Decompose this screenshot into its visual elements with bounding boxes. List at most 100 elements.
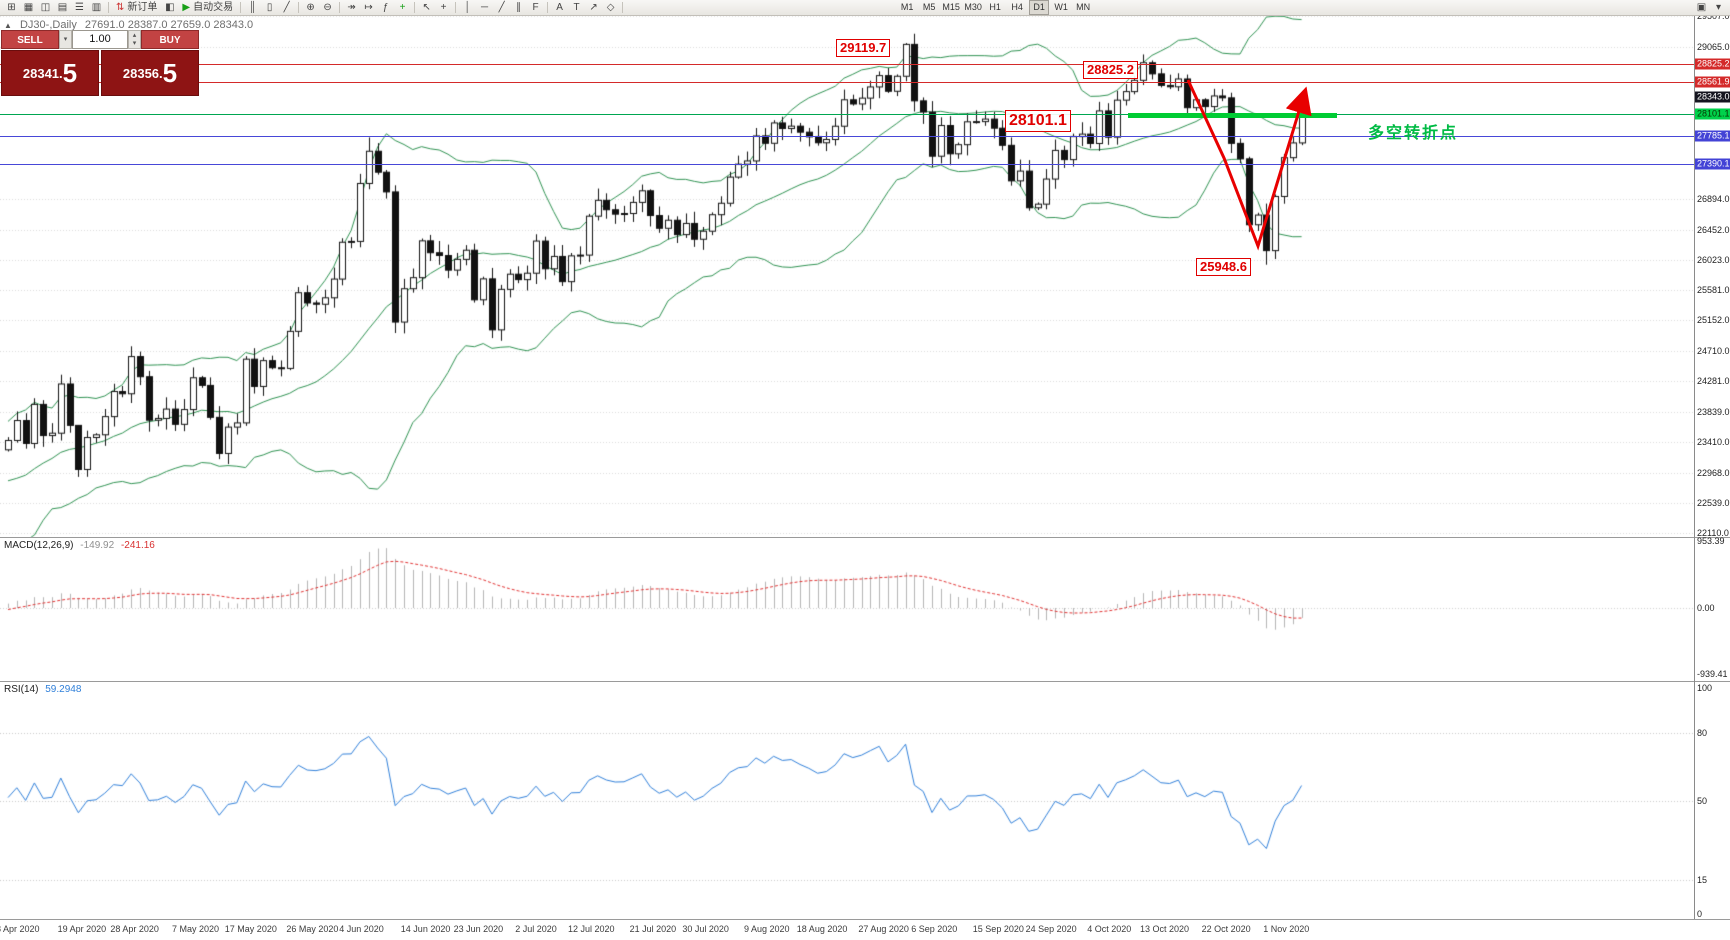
- spinner-up-icon[interactable]: ▴: [132, 31, 137, 39]
- profiles-icon[interactable]: ▦: [21, 1, 36, 15]
- terminal-icon[interactable]: ▥: [89, 1, 104, 15]
- new-chart-icon[interactable]: ⊞: [4, 1, 19, 15]
- timeframe-m5[interactable]: M5: [922, 2, 936, 12]
- price-callout[interactable]: 25948.6: [1196, 258, 1251, 277]
- timeframe-h4[interactable]: H4: [1011, 2, 1023, 12]
- rsi-axis-label: 100: [1697, 683, 1713, 693]
- price-callout[interactable]: 28825.2: [1083, 61, 1138, 80]
- arrows-icon[interactable]: ↗: [586, 1, 601, 15]
- trendline-icon: ╱: [498, 1, 505, 13]
- rsi-axis-label: 50: [1697, 796, 1708, 806]
- crosshair-icon[interactable]: +: [436, 1, 451, 15]
- shapes-icon[interactable]: ◇: [603, 1, 618, 15]
- arrows-icon: ↗: [589, 1, 598, 13]
- indicators-icon[interactable]: ƒ: [378, 1, 393, 15]
- toolbar-separator: [339, 2, 341, 13]
- time-axis-label: 30 Jul 2020: [682, 924, 729, 934]
- price-axis-badge: 28561.9: [1695, 76, 1730, 88]
- symbol-period-label: DJ30-,Daily: [19, 19, 77, 31]
- fibonacci-icon: F: [532, 1, 539, 13]
- fibonacci-icon[interactable]: F: [528, 1, 543, 15]
- price-axis-label: 25581.0: [1697, 285, 1730, 296]
- channel-icon[interactable]: ∥: [511, 1, 526, 15]
- text-icon: A: [556, 1, 563, 13]
- candlestick-icon[interactable]: ▯: [262, 1, 277, 15]
- toolbar-right-group: ▣ ▾: [1693, 1, 1727, 15]
- timeframe-m15[interactable]: M15: [942, 2, 960, 12]
- timeframe-mn[interactable]: MN: [1076, 2, 1091, 12]
- new-order-button[interactable]: ⇅ 新订单: [112, 1, 161, 15]
- vertical-line-icon[interactable]: │: [460, 1, 475, 15]
- trendline-icon[interactable]: ╱: [494, 1, 509, 15]
- price-axis-label: 26023.0: [1697, 254, 1730, 265]
- horizontal-line-27785.1[interactable]: [0, 136, 1694, 137]
- timeframe-m30[interactable]: M30: [964, 2, 982, 12]
- sell-price-button[interactable]: 28341. 5: [1, 50, 99, 96]
- text-icon[interactable]: A: [552, 1, 567, 15]
- horizontal-line-28825.2[interactable]: [0, 64, 1694, 65]
- price-axis-label: 29065.0: [1697, 41, 1730, 52]
- support-zone-line[interactable]: [1128, 113, 1337, 118]
- timeframe-m1[interactable]: M1: [900, 2, 914, 12]
- line-chart-icon[interactable]: ╱: [279, 1, 294, 15]
- sell-button[interactable]: SELL: [1, 30, 59, 49]
- volume-decrement-button[interactable]: ▾: [59, 30, 72, 49]
- label-icon: T: [573, 1, 580, 13]
- horizontal-line-28101.1[interactable]: [0, 114, 1694, 115]
- time-axis-label: 23 Jun 2020: [453, 924, 504, 934]
- market-watch-icon[interactable]: ◫: [38, 1, 53, 15]
- metaeditor-icon: ◧: [165, 1, 175, 13]
- navigator-icon[interactable]: ☰: [72, 1, 87, 15]
- horizontal-line-28561.9[interactable]: [0, 82, 1694, 83]
- autotrading-button[interactable]: ▶ 自动交易: [178, 1, 237, 15]
- zoom-out-icon[interactable]: ⊖: [320, 1, 335, 15]
- metaeditor-icon[interactable]: ◧: [162, 1, 177, 15]
- price-callout[interactable]: 29119.7: [836, 39, 891, 58]
- volume-input[interactable]: 1.00: [72, 30, 128, 49]
- fullscreen-icon[interactable]: ▣: [1696, 1, 1707, 13]
- rsi-name: RSI(14): [4, 684, 39, 695]
- horizontal-line-icon[interactable]: ─: [477, 1, 492, 15]
- trend-arrow-polyline[interactable]: [1186, 79, 1312, 251]
- one-click-toggle-icon[interactable]: ▲: [4, 21, 12, 30]
- price-axis-badge: 28825.2: [1695, 58, 1730, 70]
- timeframe-d1[interactable]: D1: [1029, 0, 1050, 15]
- pane-separator[interactable]: [0, 537, 1730, 538]
- data-window-icon[interactable]: ▤: [55, 1, 70, 15]
- candlestick-icon: ▯: [266, 1, 273, 13]
- turning-point-note[interactable]: 多空转折点: [1368, 125, 1459, 142]
- bar-chart-icon[interactable]: ║: [245, 1, 260, 15]
- volume-increment-button[interactable]: ▴ ▾: [128, 30, 141, 49]
- time-axis-label: 12 Jul 2020: [568, 924, 615, 934]
- pane-separator: [0, 919, 1730, 920]
- more-icon[interactable]: ▾: [1715, 1, 1722, 13]
- bar-chart-icon: ║: [249, 1, 257, 13]
- time-axis-label: 21 Jul 2020: [629, 924, 677, 934]
- buy-price-main: 28356.: [122, 65, 163, 81]
- sell-price-main: 28341.: [22, 65, 63, 81]
- label-icon[interactable]: T: [569, 1, 584, 15]
- timeframe-h1[interactable]: H1: [989, 2, 1001, 12]
- time-axis-label: 7 May 2020: [172, 924, 220, 934]
- chart-shift-icon[interactable]: ↦: [361, 1, 376, 15]
- price-callout[interactable]: 28101.1: [1005, 110, 1071, 132]
- profiles-icon: ▦: [23, 1, 34, 13]
- timeframe-w1[interactable]: W1: [1054, 2, 1068, 12]
- horizontal-line-27390.1[interactable]: [0, 164, 1694, 165]
- auto-scroll-icon[interactable]: ↠: [344, 1, 359, 15]
- buy-button[interactable]: BUY: [141, 30, 199, 49]
- zoom-in-icon[interactable]: ⊕: [303, 1, 318, 15]
- add-indicator-icon[interactable]: +: [395, 1, 410, 15]
- time-axis-label: 26 May 2020: [286, 924, 339, 934]
- time-axis-label: 4 Oct 2020: [1087, 924, 1132, 934]
- buy-price-button[interactable]: 28356. 5: [101, 50, 199, 96]
- pane-separator[interactable]: [0, 681, 1730, 682]
- spinner-down-icon[interactable]: ▾: [132, 39, 137, 47]
- cursor-icon[interactable]: ↖: [419, 1, 434, 15]
- price-axis-label: 26894.0: [1697, 193, 1730, 204]
- current-price-badge: 28343.0: [1695, 91, 1730, 103]
